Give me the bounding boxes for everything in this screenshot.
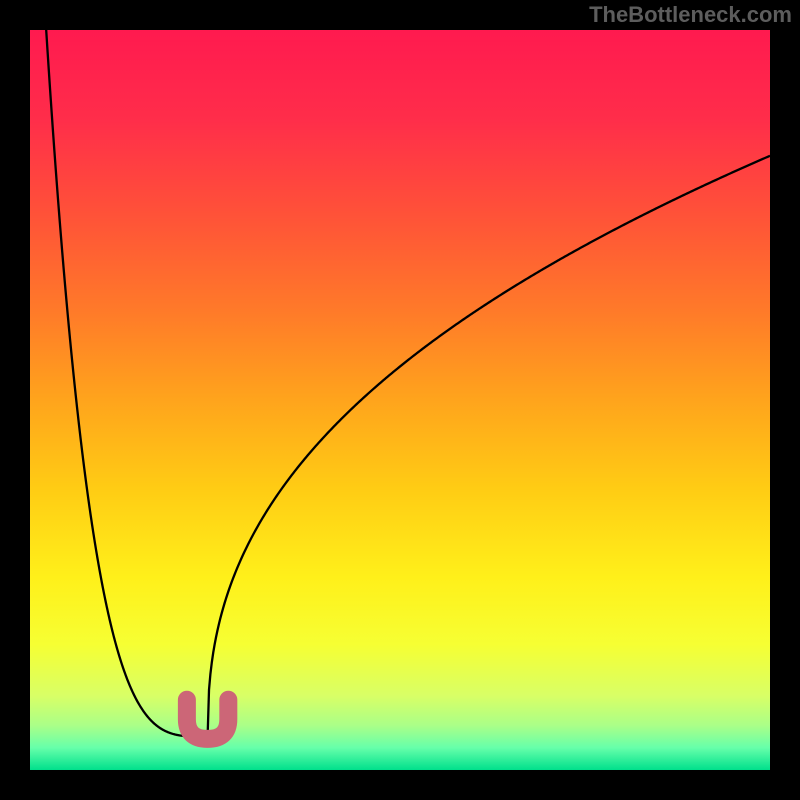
- watermark-text: TheBottleneck.com: [589, 2, 792, 28]
- chart-frame: TheBottleneck.com: [0, 0, 800, 800]
- plot-background: [30, 30, 770, 770]
- bottleneck-chart: [0, 0, 800, 800]
